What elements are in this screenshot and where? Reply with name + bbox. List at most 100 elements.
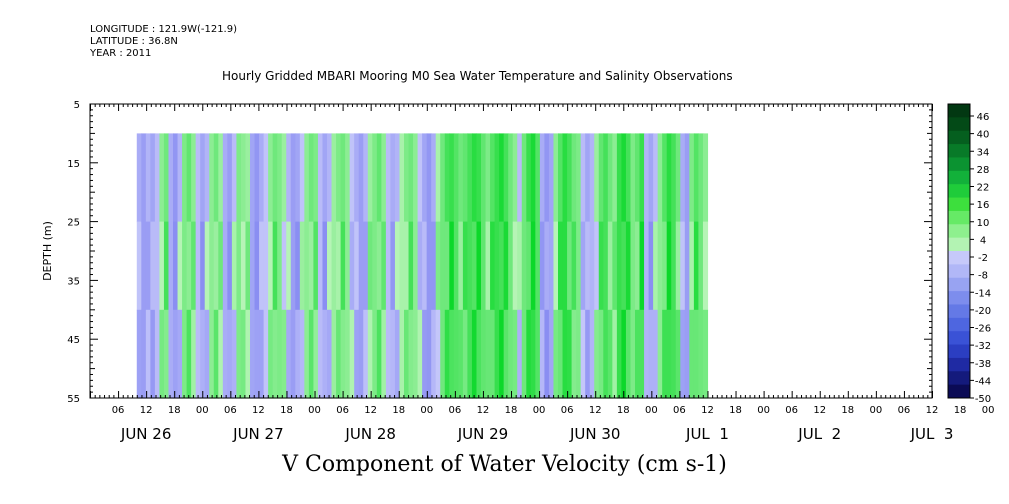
colorbar-swatch (948, 384, 970, 399)
heatmap-cell (168, 133, 174, 223)
heatmap-cell (503, 221, 509, 311)
heatmap-cell (173, 133, 179, 223)
heatmap-cell (616, 309, 623, 399)
colorbar-swatch (948, 251, 970, 265)
heatmap-cell (499, 221, 505, 311)
heatmap-cell (612, 133, 618, 223)
colorbar-label: 16 (977, 200, 990, 211)
heatmap-cell (530, 309, 536, 399)
x-hour-tick-label: 18 (954, 405, 967, 416)
heatmap-cell (372, 309, 378, 399)
heatmap-cell (471, 133, 478, 223)
heatmap-cell (471, 221, 478, 311)
heatmap-cell (544, 221, 550, 311)
colorbar-label: -32 (975, 341, 991, 352)
x-hour-tick-label: 06 (112, 405, 125, 416)
heatmap-cell (236, 309, 242, 399)
colorbar-label: 10 (977, 218, 990, 229)
heatmap-cell (562, 221, 568, 311)
heatmap-cell (168, 221, 174, 311)
heatmap-cell (313, 309, 319, 399)
heatmap-cell (689, 309, 695, 399)
heatmap-cell (349, 133, 355, 223)
heatmap-cell (526, 221, 532, 311)
heatmap-cell (702, 221, 709, 311)
heatmap-cell (653, 309, 659, 399)
colorbar-label: 34 (977, 147, 990, 158)
longitude-label: LONGITUDE : 121.9W(-121.9) (90, 24, 237, 35)
heatmap-cell (331, 309, 337, 399)
heatmap-cell (639, 309, 645, 399)
heatmap-cell (327, 221, 333, 311)
heatmap-cell (227, 133, 233, 223)
heatmap-cell (259, 133, 265, 223)
heatmap-cell (322, 133, 328, 223)
heatmap-cell (657, 309, 663, 399)
heatmap-cell (440, 221, 446, 311)
heatmap-cell (526, 309, 532, 399)
heatmap-cell (435, 133, 441, 223)
heatmap-cell (413, 133, 419, 223)
x-hour-tick-label: 18 (505, 405, 518, 416)
chart-title: Hourly Gridded MBARI Mooring M0 Sea Wate… (222, 69, 733, 83)
heatmap-cell (526, 133, 532, 223)
x-date-label: JUN 28 (344, 425, 395, 443)
heatmap-cell (154, 309, 161, 399)
heatmap-cell (317, 221, 324, 311)
heatmap-cell (621, 221, 627, 311)
heatmap-cell (173, 221, 179, 311)
heatmap-cell (317, 133, 324, 223)
heatmap-cell (476, 309, 482, 399)
heatmap-cell (603, 309, 609, 399)
heatmap-cell (635, 221, 641, 311)
heatmap-cell (254, 309, 260, 399)
heatmap-cell (227, 221, 233, 311)
plot-metadata: LONGITUDE : 121.9W(-121.9) LATITUDE : 36… (90, 24, 237, 60)
heatmap-cell (476, 221, 482, 311)
heatmap-cell (453, 221, 459, 311)
heatmap-cell (684, 133, 690, 223)
heatmap-cell (390, 133, 396, 223)
heatmap-cell (684, 309, 690, 399)
heatmap-cell (490, 309, 496, 399)
heatmap-cell (358, 221, 364, 311)
heatmap-cell (675, 133, 681, 223)
heatmap-cell (381, 133, 387, 223)
heatmap-cell (195, 221, 201, 311)
heatmap-cell (263, 309, 269, 399)
heatmap-cell (689, 221, 695, 311)
heatmap-cell (413, 221, 419, 311)
heatmap-cell (539, 133, 546, 223)
heatmap-cell (195, 309, 201, 399)
heatmap-cell (372, 221, 378, 311)
heatmap-cell (313, 133, 319, 223)
heatmap-cell (512, 309, 518, 399)
heatmap-cell (268, 221, 274, 311)
heatmap-cell (363, 309, 369, 399)
heatmap-cell (286, 309, 292, 399)
heatmap-cell (639, 133, 645, 223)
heatmap-cell (191, 309, 197, 399)
heatmap-cell (394, 309, 401, 399)
heatmap-cell (154, 221, 161, 311)
colorbar-label: -44 (975, 376, 991, 387)
x-hour-tick-label: 12 (140, 405, 153, 416)
heatmap-cell (145, 221, 151, 311)
heatmap-cell (286, 133, 292, 223)
heatmap-cell (675, 221, 681, 311)
heatmap-cell (585, 133, 591, 223)
heatmap-cell (625, 133, 632, 223)
colorbar-swatch (948, 197, 970, 212)
heatmap-cell (693, 309, 700, 399)
heatmap-cell (376, 309, 382, 399)
heatmap-cell (390, 221, 396, 311)
heatmap-cell (231, 221, 238, 311)
heatmap-cell (548, 221, 555, 311)
x-hour-tick-label: 12 (926, 405, 939, 416)
x-hour-tick-label: 00 (869, 405, 882, 416)
heatmap-cell (263, 133, 269, 223)
heatmap-cell (204, 133, 210, 223)
heatmap-cell (399, 309, 405, 399)
heatmap-cell (612, 221, 618, 311)
heatmap-cell (295, 133, 301, 223)
